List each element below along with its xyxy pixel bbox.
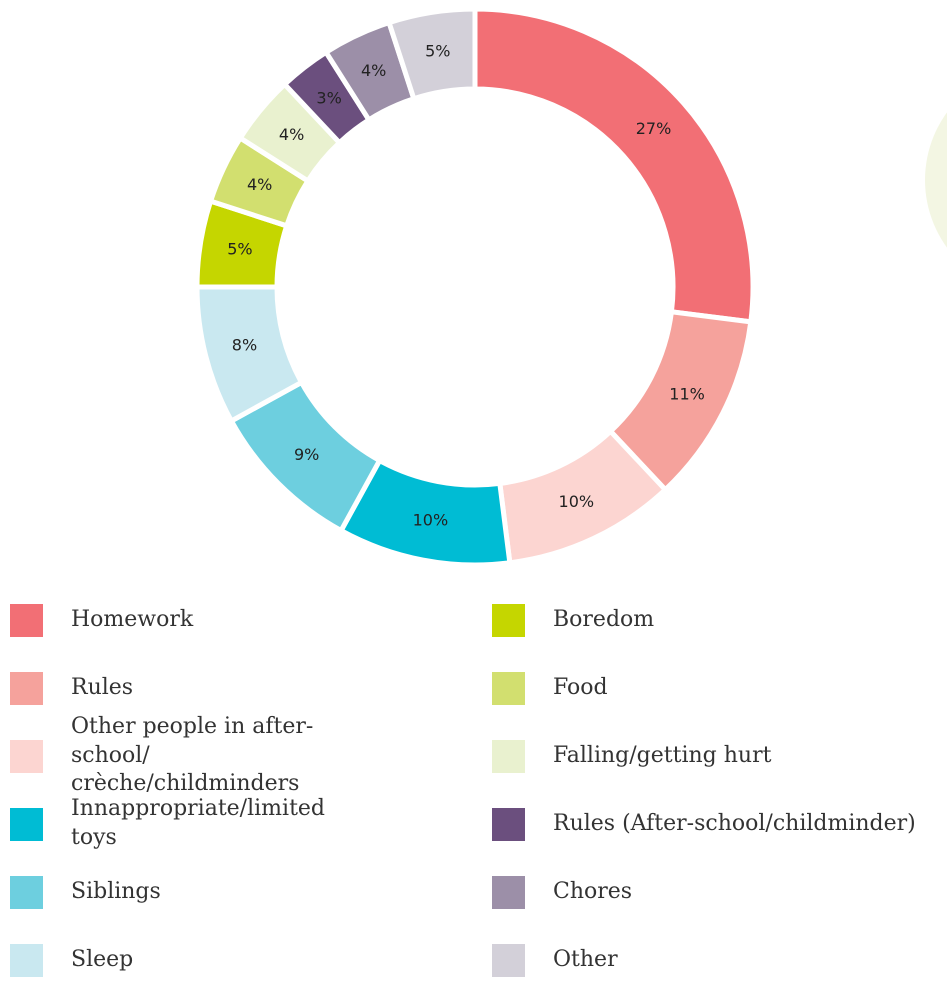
data-label: 5% <box>425 41 450 60</box>
legend-swatch <box>492 671 525 705</box>
slice <box>385 6 478 102</box>
data-label: 4% <box>361 61 386 80</box>
legend-swatch <box>492 739 525 773</box>
legend-item: Chores <box>492 862 632 922</box>
legend-label: Rules <box>71 674 134 700</box>
data-label: 11% <box>669 385 705 404</box>
legend-item: Sleep <box>10 930 133 990</box>
legend-item: Boredom <box>492 590 654 650</box>
legend-label: Rules (After-school/childminder) <box>553 810 916 836</box>
legend-item: Rules (After-school/childminder) <box>492 794 916 854</box>
legend-item: Other people in after-school/ crèche/chi… <box>10 714 371 796</box>
data-label: 10% <box>413 510 449 529</box>
legend-item: Rules <box>10 658 133 718</box>
legend-item: Food <box>492 658 608 718</box>
data-label: 5% <box>227 239 252 258</box>
legend-label: Food <box>553 674 608 700</box>
data-label: 8% <box>232 336 257 355</box>
legend-item: Other <box>492 930 618 990</box>
data-label: 9% <box>294 445 319 464</box>
legend-swatch <box>10 603 43 637</box>
legend-label: Homework <box>71 606 194 632</box>
legend-label: Chores <box>553 878 633 904</box>
legend-label: Sleep <box>71 946 134 972</box>
legend-swatch <box>492 807 525 841</box>
legend-item: Homework <box>10 590 193 650</box>
legend-item: Siblings <box>10 862 161 922</box>
legend-swatch <box>492 875 525 909</box>
data-label: 4% <box>247 175 272 194</box>
data-label: 3% <box>316 88 341 107</box>
decoration <box>925 112 947 248</box>
legend-swatch <box>10 807 43 841</box>
data-label: 4% <box>279 125 304 144</box>
legend-label: Other <box>553 946 618 972</box>
legend-swatch <box>10 943 43 977</box>
legend-swatch <box>492 603 525 637</box>
legend-label: Other people in after-school/ crèche/chi… <box>71 714 314 797</box>
legend-label: Siblings <box>71 878 161 904</box>
legend-swatch <box>10 875 43 909</box>
legend-swatch <box>10 671 43 705</box>
legend-label: Falling/getting hurt <box>553 742 772 768</box>
data-label: 27% <box>636 119 672 138</box>
legend-swatch <box>10 739 43 773</box>
legend-label: Boredom <box>553 606 655 632</box>
data-label: 10% <box>559 492 595 511</box>
legend-label: Innappropriate/limited toys <box>71 796 326 850</box>
legend-item: Innappropriate/limited toys <box>10 794 371 854</box>
legend-swatch <box>492 943 525 977</box>
legend-item: Falling/getting hurt <box>492 726 771 786</box>
slice <box>472 6 756 325</box>
